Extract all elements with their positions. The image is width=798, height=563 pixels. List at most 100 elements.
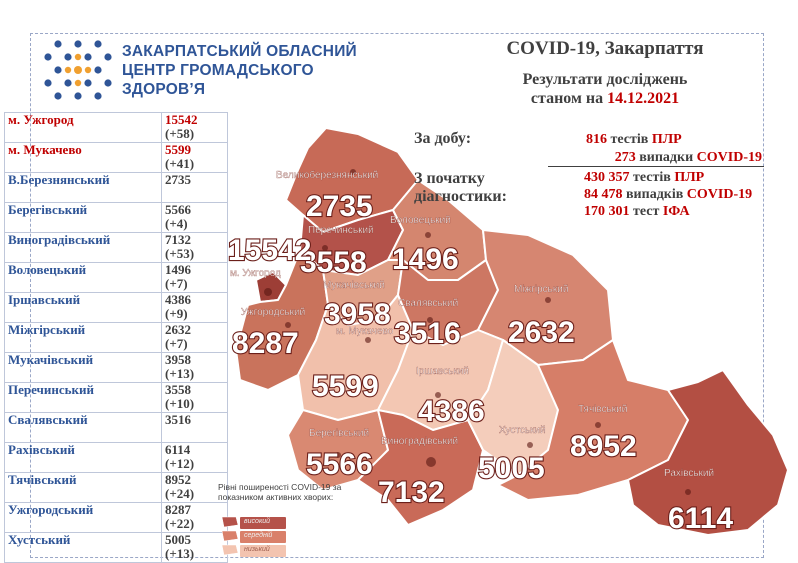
district-value: 8952 (+24) bbox=[161, 472, 228, 503]
district-total: 15542 bbox=[165, 112, 198, 127]
map-label-muk-district: Мукачівський bbox=[323, 280, 385, 291]
map-num-muk-city: 5599 bbox=[312, 370, 379, 403]
district-value: 2632 (+7) bbox=[161, 322, 228, 353]
total-cases: 84 478 випадків COVID-19 bbox=[584, 186, 752, 203]
district-name: Перечинський bbox=[4, 382, 162, 413]
district-total: 7132 bbox=[165, 232, 191, 247]
table-row: Іршавський 4386 (+9) bbox=[4, 292, 228, 323]
ifa-kind: ІФА bbox=[662, 204, 690, 219]
district-name: Тячівський bbox=[4, 472, 162, 503]
district-total: 3958 bbox=[165, 352, 191, 367]
report-date: 14.12.2021 bbox=[607, 90, 680, 107]
region-map: Великоберезнянський 2735 Перечинський 35… bbox=[228, 127, 789, 536]
district-name: Свалявський bbox=[4, 412, 162, 443]
total-cases-num: 84 478 bbox=[584, 187, 623, 202]
table-row: Тячівський 8952 (+24) bbox=[4, 472, 228, 503]
district-name: Хустський bbox=[4, 532, 162, 563]
region-vynohradivskyi bbox=[357, 409, 484, 526]
district-name: м. Мукачево bbox=[4, 142, 162, 173]
district-delta: (+53) bbox=[165, 246, 195, 261]
district-value: 3558 (+10) bbox=[161, 382, 228, 413]
district-delta: (+58) bbox=[165, 126, 195, 141]
district-value: 4386 (+9) bbox=[161, 292, 228, 323]
ifa-num: 170 301 bbox=[584, 204, 630, 219]
map-label-irshava: Іршавський bbox=[416, 366, 469, 377]
total-tests-word: тестів bbox=[633, 170, 671, 185]
district-delta: (+13) bbox=[165, 546, 195, 561]
district-name: Воловецький bbox=[4, 262, 162, 293]
district-total: 5005 bbox=[165, 532, 191, 547]
table-row: Перечинський 3558 (+10) bbox=[4, 382, 228, 413]
district-name: Мукачівський bbox=[4, 352, 162, 383]
total-tests-num: 430 357 bbox=[584, 170, 630, 185]
legend-swatch-medium bbox=[221, 530, 239, 542]
legend-bar-high bbox=[240, 517, 286, 529]
district-delta: (+12) bbox=[165, 456, 195, 471]
region-rakhivskyi bbox=[627, 369, 789, 536]
table-row: В.Березнянський 2735 bbox=[4, 172, 228, 203]
map-label-uzh-district: Ужгородський bbox=[241, 307, 305, 318]
district-total: 8287 bbox=[165, 502, 191, 517]
since-label-line1: З початку bbox=[414, 170, 485, 187]
ifa-word: тест bbox=[633, 204, 660, 219]
legend-low-label: низький bbox=[244, 546, 270, 553]
day-cases: 273 випадки COVID-19 bbox=[548, 149, 764, 167]
map-num-tiachiv: 8952 bbox=[570, 430, 637, 463]
table-row: Виноградівський 7132 (+53) bbox=[4, 232, 228, 263]
table-row: Хустський 5005 (+13) bbox=[4, 532, 228, 563]
district-total: 5566 bbox=[165, 202, 191, 217]
map-num-velyko: 2735 bbox=[306, 190, 373, 223]
map-num-uzh-city: 15542 bbox=[228, 234, 311, 267]
day-tests-word: тестів bbox=[610, 132, 649, 147]
district-name: м. Ужгород bbox=[4, 112, 162, 143]
district-total: 5599 bbox=[165, 142, 191, 157]
legend-high-label: високий bbox=[244, 518, 271, 525]
day-label: За добу: bbox=[414, 130, 472, 147]
map-num-mizhhir: 2632 bbox=[508, 316, 575, 349]
district-name: Міжгірський bbox=[4, 322, 162, 353]
day-cases-word: випадки bbox=[639, 150, 694, 165]
table-row: Воловецький 1496 (+7) bbox=[4, 262, 228, 293]
total-tests: 430 357 тестів ПЛР bbox=[584, 169, 704, 186]
district-value: 3516 bbox=[161, 412, 228, 443]
map-num-uzh-district: 8287 bbox=[232, 327, 299, 360]
district-total: 3516 bbox=[165, 412, 191, 427]
ifa-tests: 170 301 тест ІФА bbox=[584, 203, 690, 220]
district-delta: (+9) bbox=[165, 306, 188, 321]
district-value: 5566 (+4) bbox=[161, 202, 228, 233]
page-subtitle: Результати досліджень станом на 14.12.20… bbox=[470, 70, 740, 108]
district-value: 5599 (+41) bbox=[161, 142, 228, 173]
map-label-khust: Хустський bbox=[499, 425, 546, 436]
map-label-velyko: Великоберезнянський bbox=[276, 169, 378, 181]
district-name: Виноградівський bbox=[4, 232, 162, 263]
map-num-perech: 3558 bbox=[300, 246, 367, 279]
total-cases-kind: COVID-19 bbox=[686, 187, 753, 202]
district-total: 4386 bbox=[165, 292, 191, 307]
district-name: В.Березнянський bbox=[4, 172, 162, 203]
map-num-muk-district: 3958 bbox=[324, 298, 391, 331]
logo-icon bbox=[44, 40, 112, 100]
table-row: Міжгірський 2632 (+7) bbox=[4, 322, 228, 353]
page-title: COVID-19, Закарпаття bbox=[506, 38, 704, 59]
legend-medium-label: середній bbox=[244, 532, 273, 539]
map-num-rakhiv: 6114 bbox=[668, 502, 733, 535]
map-label-rakhiv: Рахівський bbox=[664, 468, 714, 479]
district-name: Берегівський bbox=[4, 202, 162, 233]
district-total: 2735 bbox=[165, 172, 191, 187]
since-label-line2: діагностики: bbox=[414, 188, 507, 205]
day-tests: 816 тестів ПЛР bbox=[586, 131, 682, 148]
table-row: Берегівський 5566 (+4) bbox=[4, 202, 228, 233]
district-value: 8287 (+22) bbox=[161, 502, 228, 533]
org-name-line1: ЗАКАРПАТСЬКИЙ ОБЛАСНИЙ bbox=[122, 43, 357, 60]
district-value: 15542 (+58) bbox=[161, 112, 228, 143]
since-label: З початку діагностики: bbox=[414, 170, 507, 206]
map-num-khust: 5005 bbox=[478, 452, 545, 485]
map-label-uzh-city: м. Ужгород bbox=[230, 268, 281, 279]
map-label-muk-city: м. Мукачево bbox=[336, 326, 394, 337]
district-name: Ужгородський bbox=[4, 502, 162, 533]
map-label-mizhhir: Міжгірський bbox=[514, 284, 568, 295]
legend-bar-medium bbox=[240, 531, 286, 543]
table-row: Рахівський 6114 (+12) bbox=[4, 442, 228, 473]
org-name: ЗАКАРПАТСЬКИЙ ОБЛАСНИЙ ЦЕНТР ГРОМАДСЬКОГ… bbox=[122, 42, 357, 99]
